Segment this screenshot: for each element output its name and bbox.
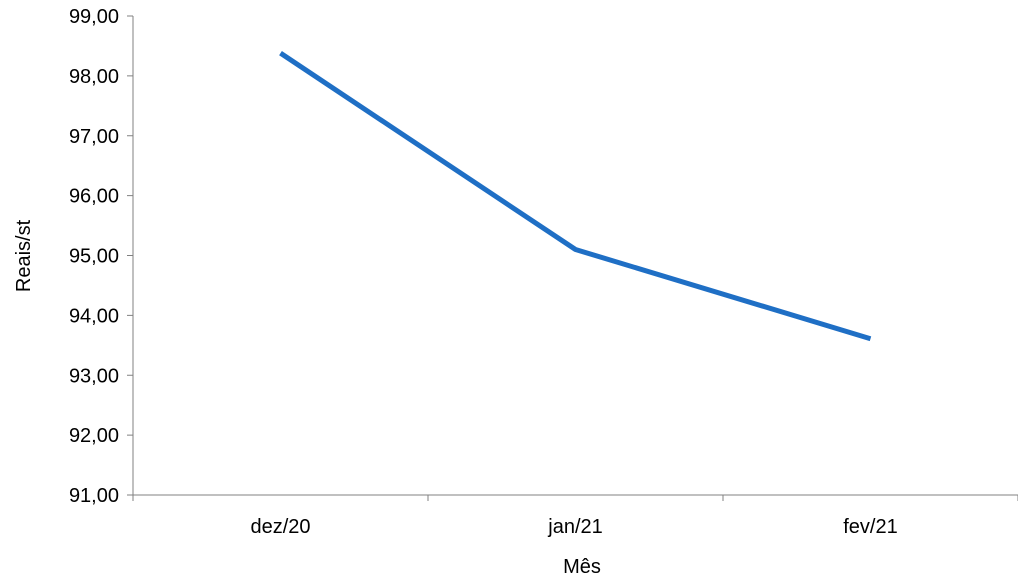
x-axis: dez/20 jan/21 fev/21	[133, 495, 1018, 538]
x-axis-title: Mês	[563, 556, 601, 578]
y-tick-label: 97,00	[69, 126, 119, 148]
y-axis-title: Reais/st	[13, 219, 35, 292]
series-line	[281, 53, 871, 339]
y-tick-label: 96,00	[69, 186, 119, 208]
y-tick-label: 91,00	[69, 485, 119, 507]
series-layer	[280, 53, 870, 339]
x-tick-label: dez/20	[250, 516, 310, 538]
y-tick-label: 93,00	[69, 365, 119, 387]
y-tick-label: 94,00	[69, 305, 119, 327]
y-tick-label: 92,00	[69, 425, 119, 447]
y-tick-label: 95,00	[69, 246, 119, 268]
y-tick-label: 98,00	[69, 66, 119, 88]
y-axis: 91,00 92,00 93,00 94,00 95,00 96,00 97,00 98,00…	[69, 6, 133, 507]
x-tick-label: fev/21	[843, 516, 897, 538]
x-tick-label: jan/21	[547, 516, 603, 538]
y-tick-label: 99,00	[69, 6, 119, 28]
